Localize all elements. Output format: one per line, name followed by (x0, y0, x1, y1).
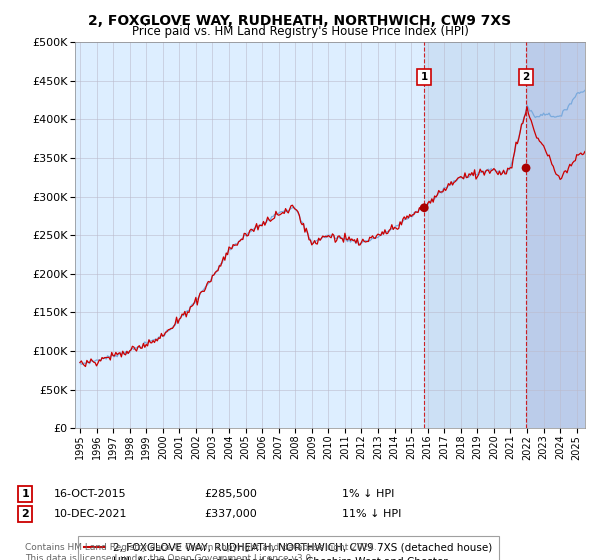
Text: Price paid vs. HM Land Registry's House Price Index (HPI): Price paid vs. HM Land Registry's House … (131, 25, 469, 38)
Text: 1% ↓ HPI: 1% ↓ HPI (342, 489, 394, 499)
Text: 2: 2 (22, 509, 29, 519)
Bar (424, 42, 526, 428)
Text: 10-DEC-2021: 10-DEC-2021 (54, 509, 128, 519)
Text: 16-OCT-2015: 16-OCT-2015 (54, 489, 127, 499)
Text: £337,000: £337,000 (204, 509, 257, 519)
Legend: 2, FOXGLOVE WAY, RUDHEATH, NORTHWICH, CW9 7XS (detached house), HPI: Average pri: 2, FOXGLOVE WAY, RUDHEATH, NORTHWICH, CW… (77, 536, 499, 560)
Text: 11% ↓ HPI: 11% ↓ HPI (342, 509, 401, 519)
Bar (526, 42, 600, 428)
Text: 2: 2 (523, 72, 530, 82)
Text: Contains HM Land Registry data © Crown copyright and database right 2024.
This d: Contains HM Land Registry data © Crown c… (25, 543, 377, 560)
Text: £285,500: £285,500 (204, 489, 257, 499)
Text: 2, FOXGLOVE WAY, RUDHEATH, NORTHWICH, CW9 7XS: 2, FOXGLOVE WAY, RUDHEATH, NORTHWICH, CW… (88, 14, 512, 28)
Text: 1: 1 (421, 72, 428, 82)
Text: 1: 1 (22, 489, 29, 499)
Point (521, 164, 531, 172)
Point (419, 203, 429, 212)
